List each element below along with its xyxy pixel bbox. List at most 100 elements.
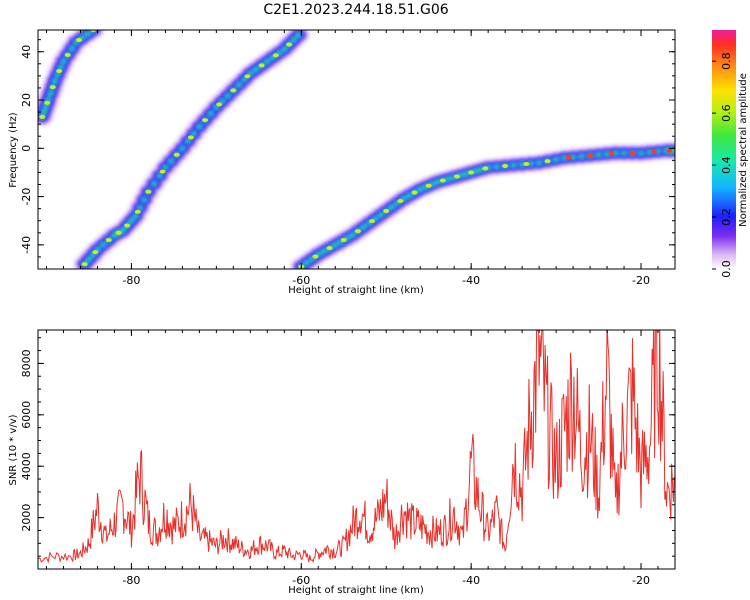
heatmap-peak (159, 169, 166, 174)
snr-y-tick-label: 6000 (20, 401, 33, 429)
colorbar-tick-label: 0.0 (720, 260, 733, 278)
heatmap-cell (180, 146, 185, 150)
heatmap-frame (37, 29, 676, 270)
figure-title: C2E1.2023.244.18.51.G06 (263, 2, 448, 18)
heatmap-peak (629, 151, 636, 156)
heatmap-peak (202, 118, 209, 123)
heatmap-cell (58, 66, 63, 70)
heatmap-cell (248, 71, 253, 76)
heatmap-hotspots (81, 42, 293, 267)
heatmap-cell (55, 72, 60, 76)
heatmap-y-tick-label: 20 (20, 93, 33, 107)
heatmap-cell (265, 59, 270, 64)
heatmap-y-tick-label: -40 (20, 236, 33, 254)
snr-y-tick-label: 4000 (20, 452, 33, 480)
heatmap-x-tick-label: -20 (632, 274, 650, 287)
heatmap-cell (85, 32, 90, 36)
heatmap-cell (435, 180, 440, 184)
heatmap-track (73, 30, 310, 269)
heatmap-cell (296, 33, 301, 37)
heatmap-cell (406, 194, 412, 198)
colorbar-tick-label: 0.4 (720, 156, 733, 174)
heatmap-y-axis-label: Frequency (Hz) (8, 112, 19, 188)
heatmap-tracks (38, 30, 675, 269)
heatmap-cell (304, 260, 310, 265)
snr-x-tick-label: -40 (462, 574, 480, 587)
heatmap-cell (151, 182, 157, 186)
heatmap-cell (225, 94, 230, 98)
heatmap-peak (411, 190, 418, 195)
heatmap-peak (544, 159, 551, 164)
heatmap-cell (197, 124, 202, 129)
heatmap-cell (120, 228, 126, 233)
heatmap-peak (439, 178, 446, 183)
colorbar-label: Normalized spectral amplitude (738, 73, 749, 227)
heatmap-cell (163, 165, 168, 170)
colorbar: 0.0 0.2 0.4 0.6 0.8 Normalized spectral ampl… (712, 30, 749, 278)
snr-x-tick-label: -60 (292, 574, 310, 587)
heatmap-peak (354, 229, 361, 234)
heatmap-peak (482, 166, 489, 171)
heatmap-cell (553, 157, 559, 162)
colorbar-tick-label: 0.2 (720, 208, 733, 226)
heatmap-peak (608, 151, 615, 156)
heatmap-cell (219, 99, 225, 104)
heatmap-peak (134, 209, 141, 214)
heatmap-cell (291, 37, 297, 42)
heatmap-peak (244, 74, 251, 79)
heatmap-peak (44, 100, 51, 105)
heatmap-peak (272, 53, 279, 58)
heatmap-x-axis-label: Height of straight line (km) (288, 285, 424, 296)
heatmap-cell (129, 219, 134, 223)
colorbar-gradient (712, 30, 736, 269)
colorbar-ticks: 0.0 0.2 0.4 0.6 0.8 (712, 52, 733, 278)
heatmap-cell (157, 173, 162, 178)
heatmap-cell (378, 213, 383, 217)
heatmap-cell (446, 177, 451, 181)
heatmap-axes: -80 -60 -40 -20 -40 -20 0 20 40 (20, 30, 676, 287)
heatmap-peak (425, 183, 432, 188)
heatmap-cell (579, 154, 584, 159)
heatmap-peak (230, 88, 237, 93)
heatmap-peak (115, 230, 122, 235)
heatmap-peak (145, 189, 152, 194)
heatmap-peak (187, 135, 194, 140)
heatmap-cell (672, 149, 675, 153)
heatmap-peak (383, 209, 390, 214)
heatmap-peak (105, 238, 112, 243)
heatmap-peak (173, 152, 180, 157)
snr-series (38, 330, 675, 564)
heatmap-cell (137, 206, 143, 210)
heatmap-peak (468, 170, 475, 175)
heatmap-cell (100, 243, 106, 247)
heatmap-peak (523, 161, 530, 166)
heatmap-cell (214, 105, 219, 109)
heatmap-y-tick-label: 0 (20, 145, 33, 152)
heatmap-cell (86, 257, 92, 262)
snr-x-tick-label: -20 (632, 574, 650, 587)
heatmap-cell (253, 67, 259, 72)
heatmap-cell (655, 149, 661, 154)
heatmap-cell (168, 159, 174, 163)
colorbar-tick-label: 0.8 (720, 52, 733, 70)
heatmap-x-tick-label: -40 (462, 274, 480, 287)
heatmap-cell (638, 151, 644, 155)
heatmap-cell (621, 151, 627, 155)
snr-panel: -80 -60 -40 -20 2000 4000 6000 8000 Height of s… (8, 329, 676, 596)
heatmap-cell (141, 198, 147, 202)
heatmap-peak (454, 174, 461, 179)
heatmap-peak (666, 148, 673, 153)
heatmap-peak (92, 250, 99, 255)
heatmap-cell (350, 233, 355, 237)
snr-y-axis-label: SNR (10 * v/v) (8, 414, 19, 485)
heatmap-cell (191, 132, 196, 136)
heatmap-peak (565, 155, 572, 160)
snr-x-axis-label: Height of straight line (km) (288, 585, 424, 596)
heatmap-peak (216, 102, 223, 107)
heatmap-peak (124, 223, 131, 228)
heatmap-cell (61, 59, 66, 64)
heatmap-peak (369, 219, 376, 224)
heatmap-cell (389, 205, 395, 209)
heatmap-cell (236, 83, 242, 87)
heatmap-cell (647, 150, 652, 154)
